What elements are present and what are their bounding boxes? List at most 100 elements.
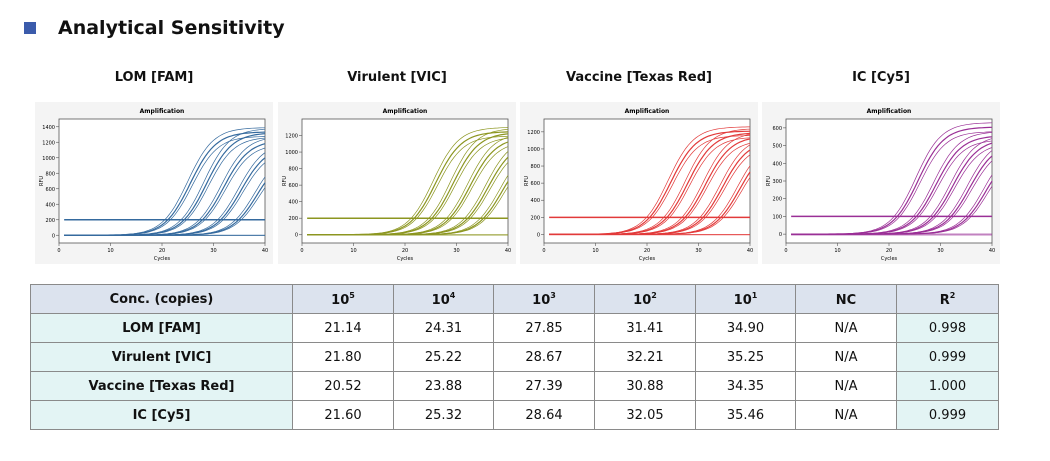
x-tick-label: 30 <box>453 248 459 254</box>
x-axis-label: Cycles <box>397 256 414 262</box>
table-cell: 30.88 <box>594 371 696 401</box>
chart-title: Amplification <box>625 108 670 115</box>
x-tick-label: 20 <box>402 248 408 254</box>
y-tick-label: 500 <box>772 144 782 150</box>
chart-heading: Virulent [VIC] <box>347 70 447 85</box>
y-tick-label: 0 <box>52 233 55 239</box>
page-title: Analytical Sensitivity <box>58 17 285 39</box>
x-axis-label: Cycles <box>154 256 171 262</box>
plot-area <box>785 118 993 244</box>
table-cell: 35.25 <box>695 342 796 372</box>
chart-heading: IC [Cy5] <box>852 70 910 85</box>
table-cell: 27.39 <box>493 371 595 401</box>
chart-panel-lom: LOM [FAM] Amplification 0 200 400 600 800 1000… <box>35 66 273 266</box>
x-tick-label: 20 <box>159 248 165 254</box>
table-row: LOM [FAM] 21.14 24.31 27.85 31.41 34.90 … <box>30 313 999 343</box>
column-header: R2 <box>896 284 999 314</box>
table-cell: 34.90 <box>695 313 796 343</box>
table-cell: N/A <box>795 342 897 372</box>
table-cell: 24.31 <box>393 313 494 343</box>
y-tick-label: 600 <box>772 126 782 132</box>
y-tick-label: 200 <box>530 215 540 221</box>
y-tick-label: 600 <box>288 183 298 189</box>
table-cell: 0.999 <box>896 400 999 430</box>
table-row: Vaccine [Texas Red] 20.52 23.88 27.39 30… <box>30 371 999 401</box>
y-tick-label: 200 <box>772 197 782 203</box>
row-label: Vaccine [Texas Red] <box>30 371 293 401</box>
chart-heading: Vaccine [Texas Red] <box>566 70 712 85</box>
y-tick-label: 1200 <box>42 140 55 146</box>
table-cell: N/A <box>795 313 897 343</box>
x-tick-label: 30 <box>937 248 943 254</box>
y-tick-label: 600 <box>45 187 55 193</box>
chart-panel-virulent: Virulent [VIC] Amplification 0 200 400 600 80… <box>278 66 516 266</box>
table-cell: 35.46 <box>695 400 796 430</box>
y-tick-label: 0 <box>537 232 540 238</box>
y-tick-label: 1200 <box>527 130 540 136</box>
y-tick-label: 400 <box>288 200 298 206</box>
table-row: IC [Cy5] 21.60 25.32 28.64 32.05 35.46 N… <box>30 400 999 430</box>
y-tick-label: 1400 <box>42 125 55 131</box>
x-tick-label: 30 <box>210 248 216 254</box>
table-cell: 21.60 <box>292 400 394 430</box>
y-tick-label: 0 <box>779 232 782 238</box>
x-tick-label: 0 <box>57 248 60 254</box>
y-tick-label: 400 <box>530 198 540 204</box>
table-header-row: Conc. (copies) 105 104 103 102 101 NC R2 <box>30 284 999 314</box>
column-header: 101 <box>695 284 796 314</box>
chart-panel-ic: IC [Cy5] Amplification 0 100 200 300 400 500 60… <box>762 66 1000 266</box>
sensitivity-table: Conc. (copies) 105 104 103 102 101 NC R2… <box>30 284 999 430</box>
x-axis-label: Cycles <box>881 256 898 262</box>
y-tick-label: 400 <box>772 161 782 167</box>
chart-panel-vaccine: Vaccine [Texas Red] Amplification 0 200 400… <box>520 66 758 266</box>
x-tick-label: 0 <box>542 248 545 254</box>
x-tick-label: 10 <box>107 248 113 254</box>
table-cell: 21.14 <box>292 313 394 343</box>
table-cell: 25.22 <box>393 342 494 372</box>
amplification-curve <box>549 177 751 235</box>
plot-area <box>301 118 509 244</box>
amplification-curve <box>791 186 993 235</box>
y-tick-label: 400 <box>45 202 55 208</box>
header-label: Conc. (copies) <box>30 284 293 314</box>
chart-title: Amplification <box>867 108 912 115</box>
y-axis-label: RFU <box>766 176 772 186</box>
chart-title: Amplification <box>140 108 185 115</box>
y-axis-label: RFU <box>282 176 288 186</box>
amplification-curve <box>64 187 266 236</box>
x-tick-label: 40 <box>747 248 753 254</box>
x-tick-label: 0 <box>300 248 303 254</box>
y-tick-label: 200 <box>45 218 55 224</box>
x-tick-label: 10 <box>592 248 598 254</box>
table-cell: 28.67 <box>493 342 595 372</box>
table-cell: 27.85 <box>493 313 595 343</box>
table-cell: 25.32 <box>393 400 494 430</box>
table-cell: 23.88 <box>393 371 494 401</box>
y-tick-label: 800 <box>530 164 540 170</box>
x-tick-label: 20 <box>886 248 892 254</box>
table-cell: 34.35 <box>695 371 796 401</box>
row-label: IC [Cy5] <box>30 400 293 430</box>
amplification-chart-lom: Amplification 0 200 400 600 800 1000 1200 1400 0 1… <box>35 102 273 264</box>
chart-heading: LOM [FAM] <box>114 70 194 85</box>
chart-title: Amplification <box>383 108 428 115</box>
x-tick-label: 40 <box>505 248 511 254</box>
x-tick-label: 10 <box>350 248 356 254</box>
y-tick-label: 600 <box>530 181 540 187</box>
y-tick-label: 800 <box>45 171 55 177</box>
y-tick-label: 100 <box>772 214 782 220</box>
y-axis-label: RFU <box>524 176 530 186</box>
column-header: 104 <box>393 284 494 314</box>
column-header: 105 <box>292 284 394 314</box>
table-cell: 32.05 <box>594 400 696 430</box>
table-cell: 1.000 <box>896 371 999 401</box>
x-tick-label: 40 <box>989 248 995 254</box>
table-cell: 20.52 <box>292 371 394 401</box>
table-cell: 0.999 <box>896 342 999 372</box>
y-axis-label: RFU <box>39 176 45 186</box>
x-tick-label: 40 <box>262 248 268 254</box>
x-tick-label: 20 <box>644 248 650 254</box>
x-axis-label: Cycles <box>639 256 656 262</box>
y-tick-label: 800 <box>288 167 298 173</box>
x-tick-label: 30 <box>695 248 701 254</box>
